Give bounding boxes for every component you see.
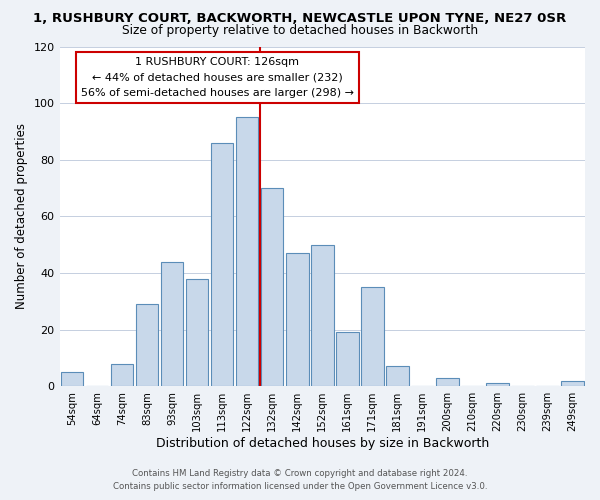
Bar <box>61 372 83 386</box>
Text: 1 RUSHBURY COURT: 126sqm
← 44% of detached houses are smaller (232)
56% of semi-: 1 RUSHBURY COURT: 126sqm ← 44% of detach… <box>80 56 353 98</box>
Bar <box>561 380 584 386</box>
Bar <box>286 253 308 386</box>
Bar <box>436 378 458 386</box>
Bar <box>186 278 208 386</box>
Bar <box>136 304 158 386</box>
Text: 1, RUSHBURY COURT, BACKWORTH, NEWCASTLE UPON TYNE, NE27 0SR: 1, RUSHBURY COURT, BACKWORTH, NEWCASTLE … <box>34 12 566 24</box>
Bar <box>261 188 283 386</box>
Text: Size of property relative to detached houses in Backworth: Size of property relative to detached ho… <box>122 24 478 37</box>
Bar <box>311 244 334 386</box>
Y-axis label: Number of detached properties: Number of detached properties <box>15 124 28 310</box>
Bar <box>486 384 509 386</box>
Bar <box>236 118 259 386</box>
Text: Contains HM Land Registry data © Crown copyright and database right 2024.
Contai: Contains HM Land Registry data © Crown c… <box>113 469 487 491</box>
X-axis label: Distribution of detached houses by size in Backworth: Distribution of detached houses by size … <box>155 437 489 450</box>
Bar <box>336 332 359 386</box>
Bar <box>361 287 383 386</box>
Bar <box>161 262 184 386</box>
Bar <box>211 143 233 386</box>
Bar <box>386 366 409 386</box>
Bar <box>111 364 133 386</box>
